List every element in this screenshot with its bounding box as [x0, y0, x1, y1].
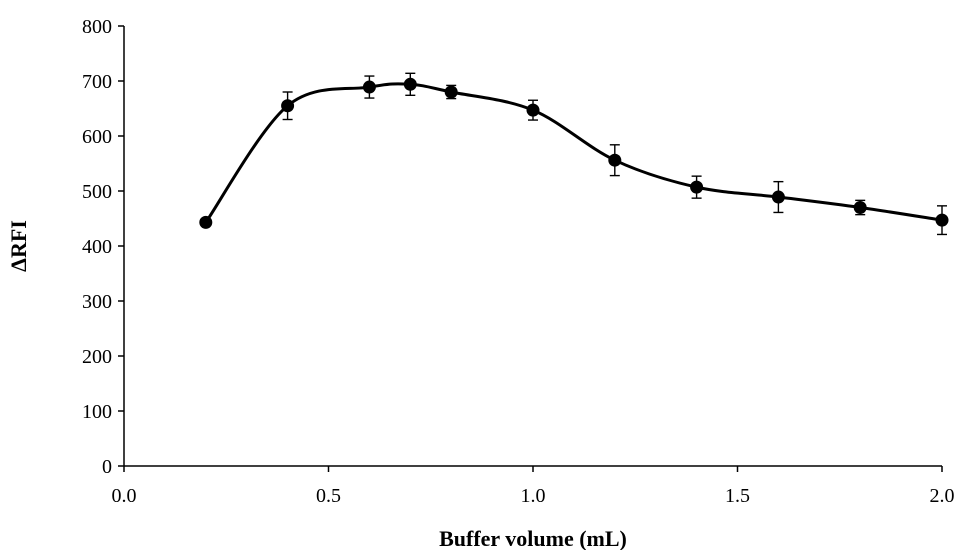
data-point: [935, 213, 949, 227]
y-tick-label: 0: [102, 456, 112, 478]
data-point: [362, 80, 376, 94]
data-point: [199, 215, 213, 229]
data-point: [526, 103, 540, 117]
data-point: [690, 180, 704, 194]
y-axis-title: ΔRFI: [6, 220, 31, 272]
data-points: [199, 77, 949, 229]
data-point: [853, 201, 867, 214]
y-tick-label: 400: [82, 236, 112, 258]
x-tick-label: 1.0: [521, 485, 546, 507]
x-tick-label: 2.0: [930, 485, 955, 507]
x-tick-label: 0.0: [112, 485, 137, 507]
data-point: [608, 153, 622, 167]
y-tick-label: 800: [82, 16, 112, 38]
data-point: [281, 99, 295, 113]
x-tick-label: 0.5: [316, 485, 341, 507]
y-axis-ticks: 0 100 200 300 400 500 600 700 800: [82, 16, 124, 478]
x-tick-label: 1.5: [725, 485, 750, 507]
y-tick-label: 600: [82, 126, 112, 148]
data-point: [403, 77, 417, 91]
y-tick-label: 500: [82, 181, 112, 203]
data-point: [444, 85, 458, 99]
y-tick-label: 200: [82, 346, 112, 368]
series-line: [204, 82, 943, 224]
y-tick-label: 700: [82, 71, 112, 93]
y-tick-label: 100: [82, 401, 112, 423]
data-point: [771, 190, 785, 204]
y-tick-label: 300: [82, 291, 112, 313]
x-axis-ticks: 0.0 0.5 1.0 1.5 2.0: [112, 466, 955, 507]
x-axis-title: Buffer volume (mL): [439, 526, 627, 550]
